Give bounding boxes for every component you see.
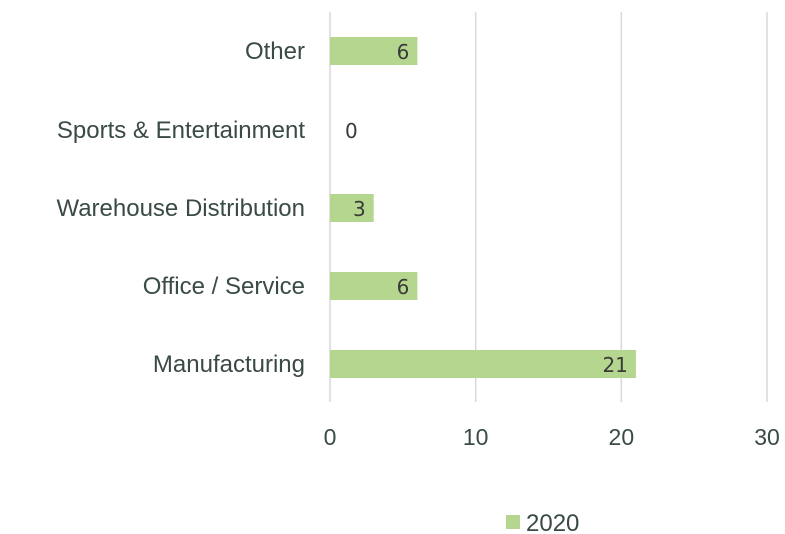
x-tick-label: 10	[463, 424, 489, 450]
bar-other	[330, 37, 418, 65]
x-tick-label: 30	[754, 424, 780, 450]
gridlines	[329, 12, 768, 402]
data-label: 0	[345, 119, 358, 143]
data-labels: 21 6 3 0 6	[345, 40, 628, 377]
legend: 2020	[506, 510, 579, 534]
data-label: 6	[397, 275, 410, 299]
category-label: Office / Service	[143, 273, 305, 300]
data-label: 3	[353, 197, 366, 221]
category-label: Sports & Entertainment	[57, 117, 305, 144]
legend-swatch	[506, 515, 520, 529]
bar-warehouse-distribution	[330, 194, 374, 222]
category-label: Other	[245, 38, 305, 65]
legend-label-2020: 2020	[526, 510, 579, 534]
data-label: 6	[397, 40, 410, 64]
bar-series	[330, 37, 636, 378]
value-axis-labels: 0 10 20 30	[324, 424, 780, 450]
bar-manufacturing	[330, 350, 636, 378]
category-label: Manufacturing	[153, 351, 305, 378]
category-label: Warehouse Distribution	[56, 195, 305, 222]
category-axis-labels: Manufacturing Office / Service Warehouse D…	[56, 38, 305, 378]
bar-office-service	[330, 272, 418, 300]
data-label: 21	[602, 353, 627, 377]
x-tick-label: 20	[609, 424, 635, 450]
x-tick-label: 0	[324, 424, 337, 450]
